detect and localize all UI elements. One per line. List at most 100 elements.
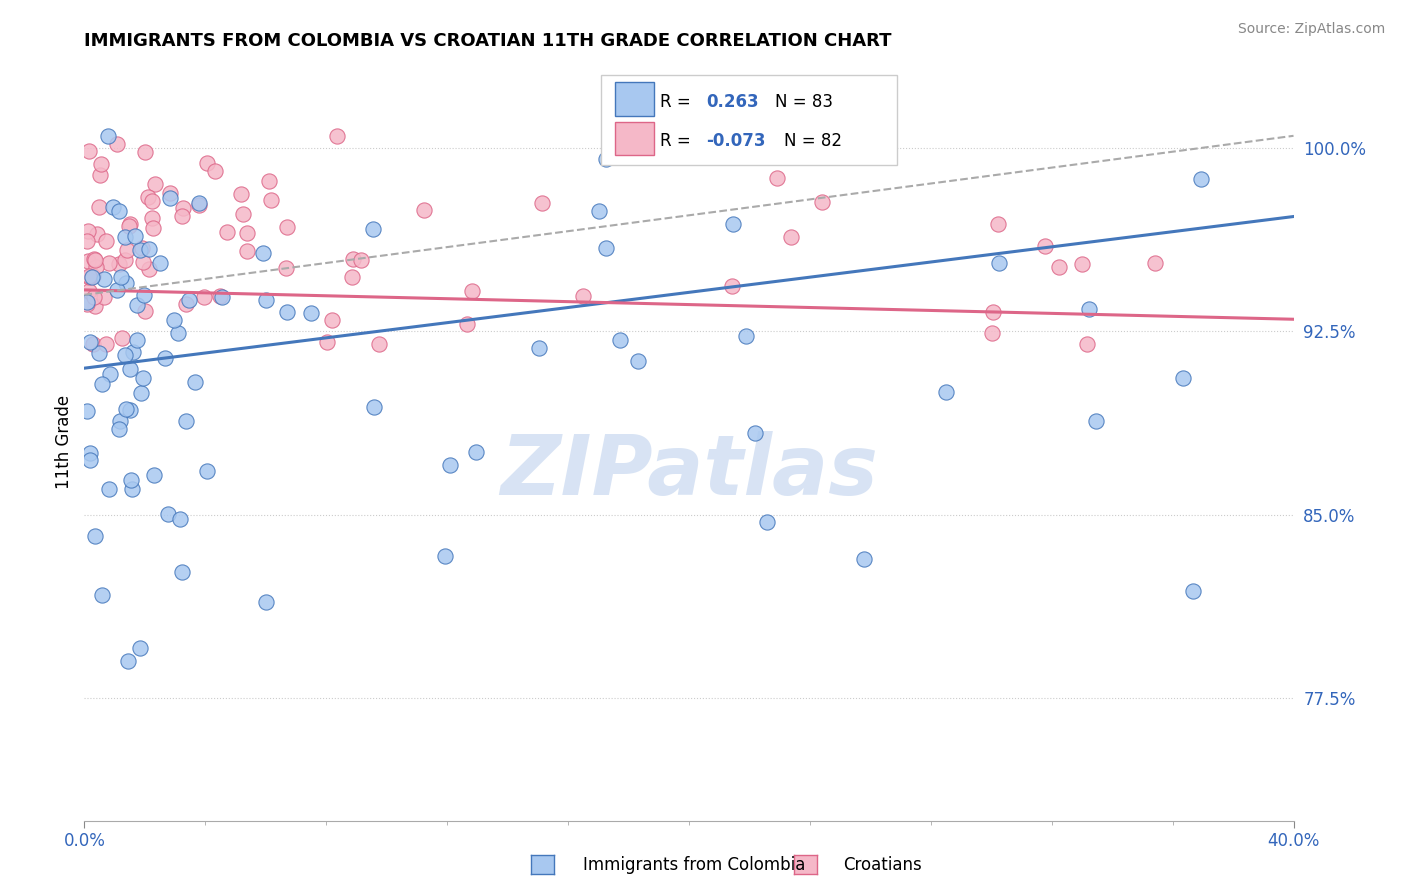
Point	[195, 156, 218, 170]
Point	[87, 200, 110, 214]
Point	[125, 298, 148, 312]
Point	[114, 276, 136, 290]
Y-axis label: 11th Grade: 11th Grade	[55, 394, 73, 489]
Point	[340, 269, 363, 284]
Point	[627, 353, 650, 368]
Point	[211, 290, 233, 304]
Point	[129, 244, 152, 258]
Text: R =: R =	[659, 93, 696, 111]
Point	[76, 297, 98, 311]
Point	[97, 482, 120, 496]
Point	[987, 256, 1010, 270]
Point	[77, 224, 100, 238]
Point	[142, 468, 165, 483]
Point	[124, 228, 146, 243]
Point	[105, 137, 128, 152]
Point	[134, 303, 156, 318]
Point	[115, 401, 138, 416]
Point	[120, 217, 142, 231]
Point	[169, 512, 191, 526]
Point	[77, 270, 100, 285]
Point	[132, 371, 155, 385]
Text: N = 82: N = 82	[785, 132, 842, 151]
Point	[342, 252, 364, 266]
Point	[90, 157, 112, 171]
Point	[197, 464, 219, 478]
Point	[1070, 257, 1092, 271]
Point	[121, 482, 143, 496]
Point	[84, 260, 107, 275]
Point	[299, 306, 322, 320]
Point	[1047, 260, 1070, 274]
Point	[77, 253, 100, 268]
Point	[93, 272, 115, 286]
Point	[236, 226, 259, 240]
FancyBboxPatch shape	[600, 75, 897, 165]
Point	[149, 256, 172, 270]
Point	[780, 229, 803, 244]
Point	[321, 313, 343, 327]
Point	[363, 401, 385, 415]
Point	[254, 595, 277, 609]
Point	[276, 219, 298, 234]
Point	[852, 552, 875, 566]
Point	[101, 201, 124, 215]
Point	[114, 348, 136, 362]
Point	[325, 128, 347, 143]
Point	[350, 253, 373, 268]
Point	[118, 403, 141, 417]
Text: 0.263: 0.263	[706, 93, 758, 111]
Point	[129, 385, 152, 400]
Point	[141, 194, 163, 209]
Point	[107, 203, 129, 218]
Point	[94, 234, 117, 248]
Point	[122, 345, 145, 359]
Point	[83, 290, 105, 304]
Point	[91, 588, 114, 602]
Point	[456, 317, 478, 331]
Point	[141, 211, 163, 225]
Point	[114, 230, 136, 244]
Point	[77, 268, 100, 283]
Point	[934, 384, 956, 399]
Point	[163, 312, 186, 326]
Point	[461, 285, 484, 299]
Point	[361, 222, 384, 236]
Point	[108, 257, 131, 271]
Point	[193, 290, 215, 304]
Text: Source: ZipAtlas.com: Source: ZipAtlas.com	[1237, 22, 1385, 37]
Point	[76, 403, 98, 417]
Point	[413, 202, 436, 217]
Point	[439, 458, 461, 473]
Point	[143, 178, 166, 192]
Point	[368, 336, 391, 351]
Point	[136, 190, 159, 204]
Point	[987, 217, 1010, 231]
Point	[980, 326, 1002, 341]
Point	[257, 174, 280, 188]
Point	[204, 164, 226, 178]
Point	[89, 346, 111, 360]
Point	[84, 252, 107, 267]
Point	[111, 331, 134, 345]
Point	[89, 168, 111, 182]
Point	[609, 333, 631, 347]
Point	[766, 170, 789, 185]
Point	[77, 285, 100, 299]
FancyBboxPatch shape	[616, 121, 654, 155]
Point	[83, 299, 105, 313]
Point	[721, 279, 744, 293]
FancyBboxPatch shape	[616, 82, 654, 116]
Point	[1143, 256, 1166, 270]
Point	[232, 206, 254, 220]
Point	[114, 253, 136, 268]
Point	[572, 289, 595, 303]
Point	[132, 255, 155, 269]
Text: R =: R =	[659, 132, 696, 151]
Point	[138, 261, 160, 276]
Point	[97, 128, 120, 143]
Point	[1076, 336, 1098, 351]
Point	[120, 473, 142, 487]
Point	[170, 209, 193, 223]
Point	[82, 269, 104, 284]
